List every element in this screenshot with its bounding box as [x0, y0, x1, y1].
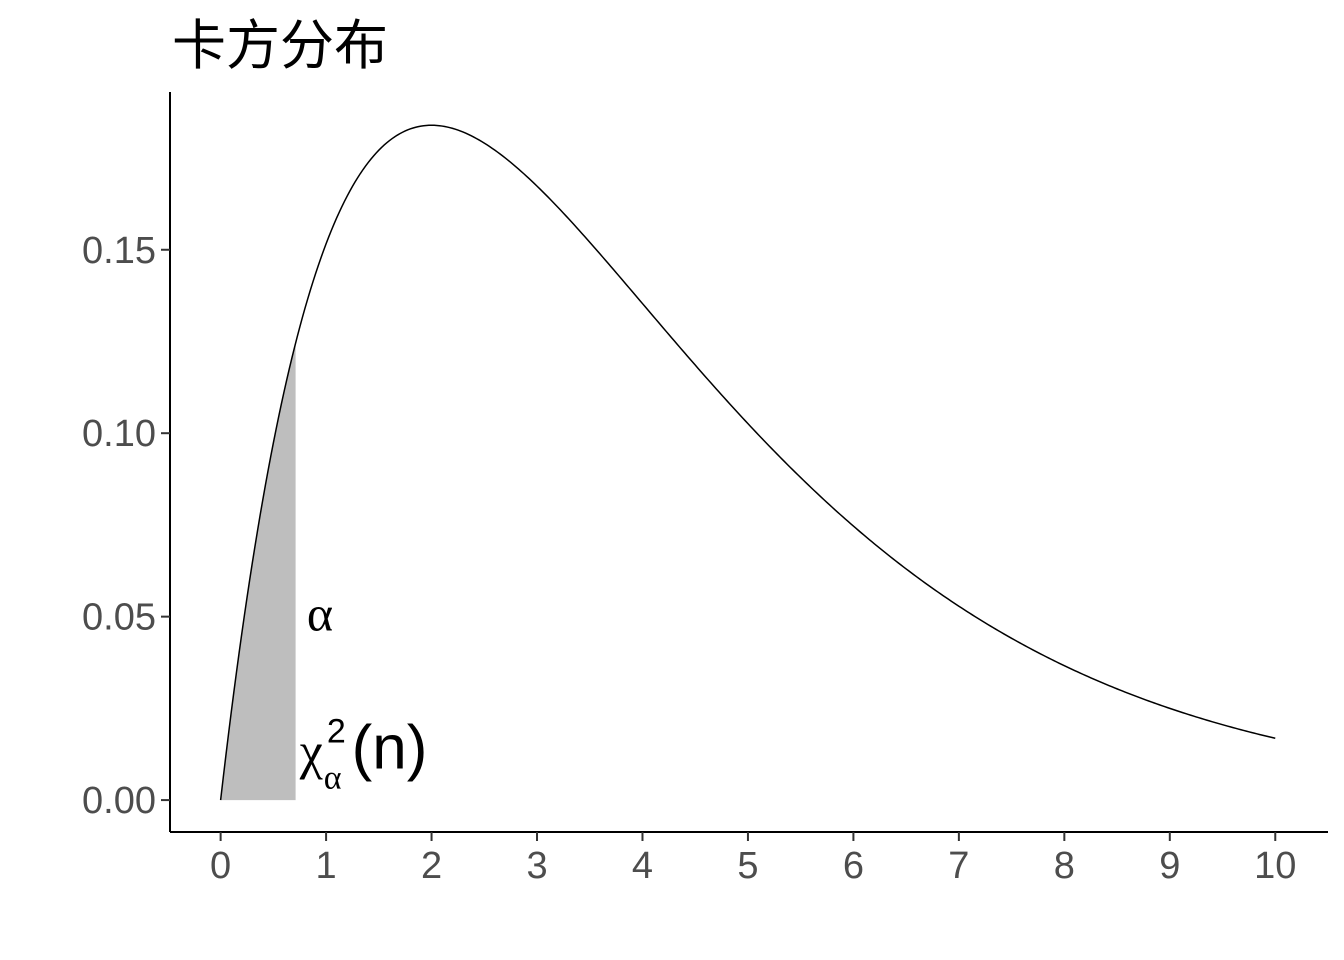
x-tick-label: 7 [948, 845, 969, 887]
x-tick-label: 3 [526, 845, 547, 887]
x-tick-label: 8 [1054, 845, 1075, 887]
chart-title: 卡方分布 [172, 14, 388, 77]
x-tick-label: 5 [737, 845, 758, 887]
x-tick-label: 4 [632, 845, 653, 887]
x-tick-label: 6 [843, 845, 864, 887]
shaded-alpha-region [220, 343, 296, 801]
x-tick-label: 1 [316, 845, 337, 887]
chi-symbol: χ [299, 724, 323, 781]
subscript: α [324, 760, 342, 797]
quantile-annotation: χ 2 α (n) [299, 713, 428, 797]
x-tick-label: 10 [1254, 845, 1296, 887]
x-tick-label: 0 [210, 845, 231, 887]
alpha-annotation: α [307, 586, 333, 642]
y-tick-label: 0.15 [82, 230, 156, 272]
y-tick-label: 0.00 [82, 780, 156, 822]
superscript: 2 [327, 713, 346, 751]
y-tick-label: 0.05 [82, 597, 156, 639]
x-tick-label: 2 [421, 845, 442, 887]
y-tick-label: 0.10 [82, 413, 156, 455]
density-curve [219, 124, 1276, 801]
plot-area: 0 1 2 3 4 5 6 7 8 9 10 0.00 0.05 0.10 0.15 [82, 92, 1328, 887]
quantile-suffix: (n) [352, 714, 428, 783]
x-tick-label: 9 [1159, 845, 1180, 887]
